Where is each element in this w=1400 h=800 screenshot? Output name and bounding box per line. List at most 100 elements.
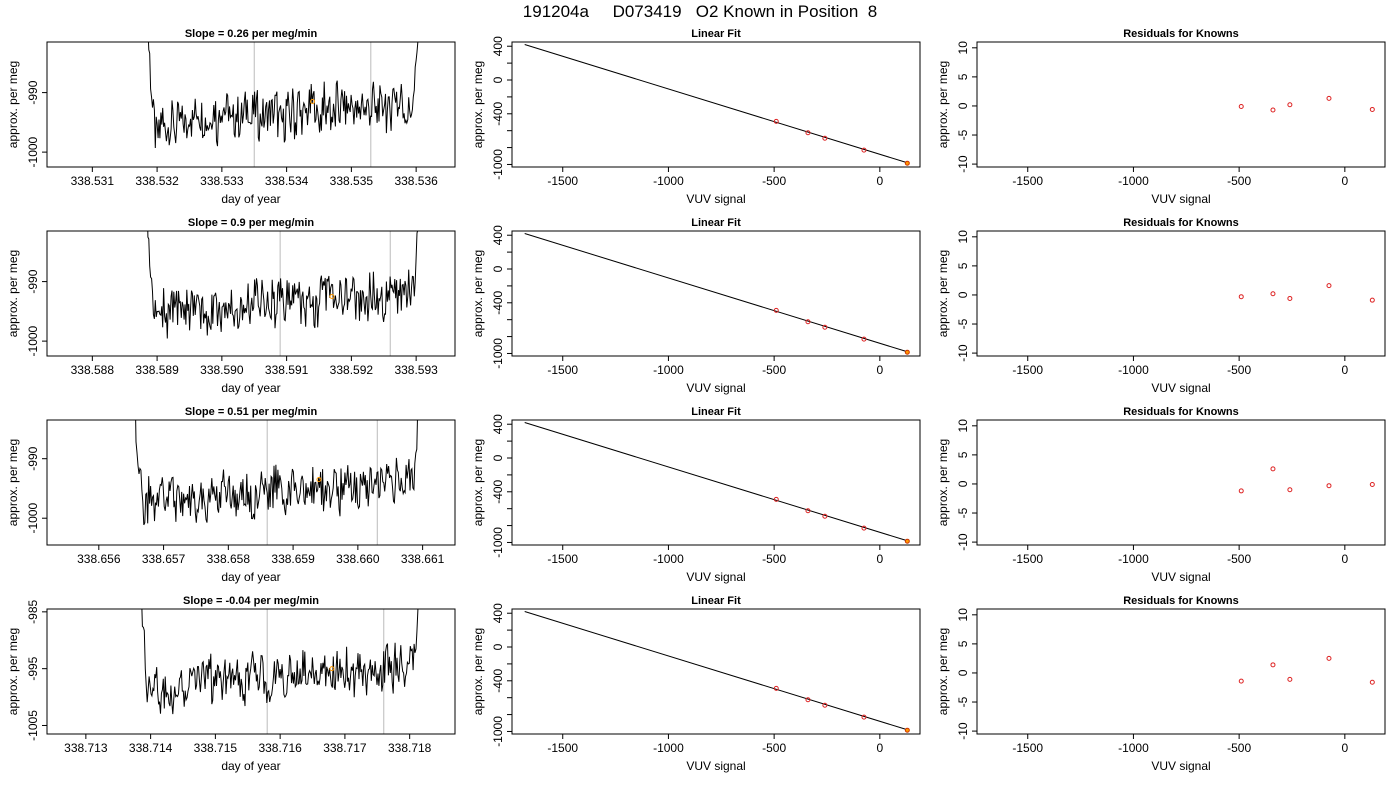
x-tick-label: -500 (1227, 174, 1251, 188)
data-point (773, 685, 779, 691)
y-tick-label: -1000 (26, 325, 40, 356)
panel-title: Linear Fit (691, 217, 741, 229)
data-point (822, 324, 828, 330)
y-tick-label: -1000 (491, 338, 505, 369)
panel-title: Residuals for Knowns (1123, 28, 1239, 40)
y-tick-label: -1000 (26, 136, 40, 167)
y-axis-label: approx. per meg (471, 439, 485, 526)
x-tick-label: 0 (876, 363, 883, 377)
plot-area (1238, 283, 1375, 303)
x-axis-label: day of year (221, 759, 280, 773)
data-point (1287, 487, 1293, 493)
x-tick-label: -1500 (1012, 741, 1043, 755)
x-axis-label: VUV signal (686, 381, 745, 395)
plot-area (1238, 466, 1375, 494)
y-tick-label: 10 (956, 608, 970, 622)
data-point (1369, 106, 1375, 112)
fit-line (524, 611, 908, 731)
x-tick-label: -1500 (547, 552, 578, 566)
data-point (1326, 655, 1332, 661)
y-tick-label: -5 (956, 507, 970, 518)
plot-frame (976, 608, 1386, 735)
y-axis-label: approx. per meg (471, 628, 485, 715)
plot-frame (976, 41, 1386, 168)
mean-marker (329, 293, 335, 299)
data-point (1270, 291, 1276, 297)
x-tick-label: -1000 (1118, 174, 1149, 188)
x-tick-label: 0 (1341, 363, 1348, 377)
data-point (1238, 678, 1244, 684)
x-tick-label: -500 (762, 174, 786, 188)
y-tick-label: 0 (491, 454, 505, 461)
x-axis-label: VUV signal (1151, 192, 1210, 206)
y-tick-label: 5 (956, 262, 970, 269)
x-axis-label: VUV signal (686, 759, 745, 773)
x-tick-label: 338.656 (77, 552, 121, 566)
x-axis-label: day of year (221, 381, 280, 395)
panel-title: Residuals for Knowns (1123, 217, 1239, 229)
y-axis-label: approx. per meg (936, 61, 950, 148)
y-tick-label: 0 (956, 291, 970, 298)
x-tick-label: -1000 (653, 363, 684, 377)
panel-2-1: Slope = 0.9 per meg/min day of year approx… (6, 217, 456, 395)
x-tick-label: 338.718 (388, 741, 432, 755)
data-point (1326, 95, 1332, 101)
x-tick-label: 338.591 (265, 363, 309, 377)
plot-area (147, 42, 419, 167)
y-tick-label: -5 (956, 696, 970, 707)
x-tick-label: -1500 (1012, 552, 1043, 566)
x-tick-label: -1500 (1012, 174, 1043, 188)
x-tick-label: 338.714 (129, 741, 173, 755)
x-tick-label: 0 (1341, 174, 1348, 188)
y-tick-label: -985 (26, 600, 40, 624)
panel-title: Linear Fit (691, 28, 741, 40)
x-tick-label: 338.533 (200, 174, 244, 188)
plot-area (135, 420, 418, 545)
panel-2-3: Residuals for Knowns VUV signal approx. pe… (936, 217, 1386, 395)
data-point (1369, 679, 1375, 685)
y-tick-label: -10 (956, 155, 970, 173)
plot-area (524, 44, 910, 166)
y-tick-label: -1000 (491, 149, 505, 180)
y-tick-label: 5 (956, 73, 970, 80)
x-tick-label: -1000 (1118, 741, 1149, 755)
y-axis-label: approx. per meg (6, 628, 20, 715)
plot-frame (511, 230, 921, 357)
data-point (1270, 107, 1276, 113)
data-point (822, 135, 828, 141)
x-tick-label: -1500 (547, 741, 578, 755)
fit-line (524, 44, 908, 164)
x-tick-label: 0 (1341, 741, 1348, 755)
y-tick-label: 10 (956, 419, 970, 433)
x-tick-label: -500 (762, 741, 786, 755)
x-tick-label: 338.715 (194, 741, 238, 755)
x-tick-label: -1500 (547, 174, 578, 188)
x-tick-label: -500 (1227, 363, 1251, 377)
x-tick-label: 0 (1341, 552, 1348, 566)
y-tick-label: -1000 (491, 716, 505, 747)
data-point (861, 336, 867, 342)
y-tick-label: 400 (491, 414, 505, 434)
x-axis-label: VUV signal (686, 570, 745, 584)
x-tick-label: 338.593 (394, 363, 438, 377)
x-tick-label: -1000 (653, 552, 684, 566)
data-point (1287, 295, 1293, 301)
x-tick-label: 338.531 (71, 174, 115, 188)
mean-marker (316, 477, 322, 483)
y-tick-label: -1000 (26, 503, 40, 534)
x-tick-label: 338.534 (265, 174, 309, 188)
y-tick-label: 0 (491, 643, 505, 650)
x-tick-label: 338.588 (71, 363, 115, 377)
data-point (1287, 102, 1293, 108)
y-tick-label: -990 (26, 269, 40, 293)
y-tick-label: 5 (956, 640, 970, 647)
x-tick-label: -500 (762, 363, 786, 377)
panel-1-3: Residuals for Knowns VUV signal approx. pe… (936, 28, 1386, 206)
plot-frame (511, 41, 921, 168)
panel-title: Slope = 0.51 per meg/min (185, 406, 318, 418)
y-tick-label: -5 (956, 129, 970, 140)
data-trace (135, 420, 418, 526)
data-point (773, 496, 779, 502)
mean-marker (310, 99, 316, 105)
plot-area (1238, 655, 1375, 685)
